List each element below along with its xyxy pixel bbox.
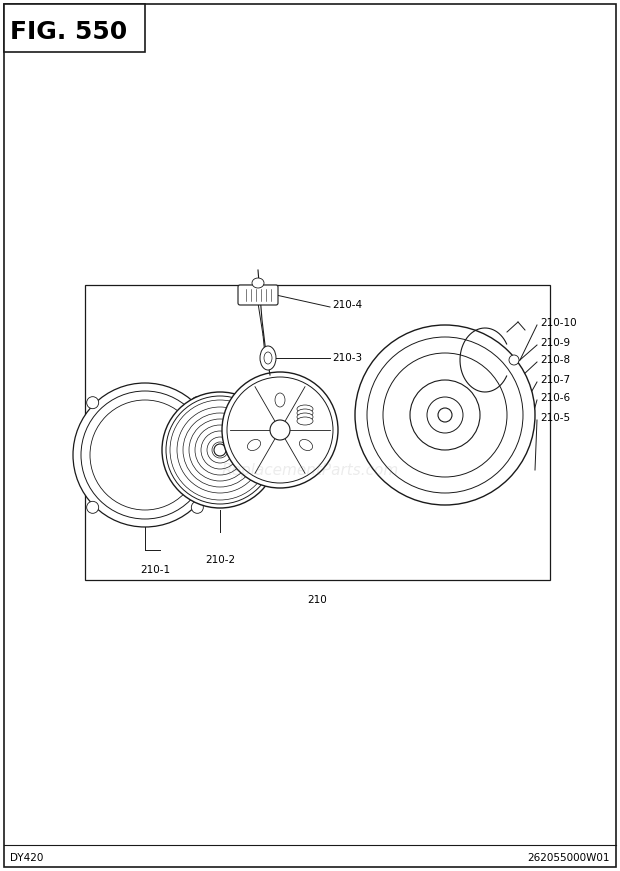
Ellipse shape <box>87 502 99 513</box>
FancyBboxPatch shape <box>238 285 278 305</box>
Ellipse shape <box>264 352 272 364</box>
Ellipse shape <box>227 377 333 483</box>
Ellipse shape <box>427 397 463 433</box>
Ellipse shape <box>383 353 507 477</box>
Ellipse shape <box>252 278 264 288</box>
Ellipse shape <box>438 408 452 422</box>
Ellipse shape <box>247 440 260 450</box>
Text: FIG. 550: FIG. 550 <box>10 20 127 44</box>
Ellipse shape <box>90 400 200 510</box>
Ellipse shape <box>297 413 313 421</box>
Text: 210: 210 <box>308 595 327 605</box>
Ellipse shape <box>162 392 278 508</box>
Ellipse shape <box>297 417 313 425</box>
Bar <box>4 4 145 52</box>
Ellipse shape <box>270 420 290 440</box>
Ellipse shape <box>192 396 203 408</box>
Ellipse shape <box>355 325 535 505</box>
Ellipse shape <box>87 396 99 408</box>
Ellipse shape <box>410 380 480 450</box>
Ellipse shape <box>214 444 226 456</box>
Text: 210-8: 210-8 <box>540 355 570 365</box>
Ellipse shape <box>81 391 209 519</box>
Ellipse shape <box>299 440 312 450</box>
Text: 210-1: 210-1 <box>140 565 170 575</box>
Text: 210-9: 210-9 <box>540 338 570 348</box>
Ellipse shape <box>222 372 338 488</box>
Text: 210-10: 210-10 <box>540 318 577 328</box>
Text: 210-5: 210-5 <box>540 413 570 423</box>
Text: 210-3: 210-3 <box>332 353 362 363</box>
Text: 210-4: 210-4 <box>332 300 362 310</box>
Text: 262055000W01: 262055000W01 <box>528 853 610 863</box>
Ellipse shape <box>297 405 313 413</box>
Ellipse shape <box>509 355 519 365</box>
Bar <box>85 285 550 580</box>
Ellipse shape <box>260 346 276 370</box>
Text: 210-2: 210-2 <box>205 555 235 565</box>
Text: DY420: DY420 <box>10 853 43 863</box>
Ellipse shape <box>166 396 274 504</box>
Ellipse shape <box>367 337 523 493</box>
Text: 210-7: 210-7 <box>540 375 570 385</box>
Ellipse shape <box>275 393 285 407</box>
Ellipse shape <box>297 409 313 417</box>
Ellipse shape <box>73 383 217 527</box>
Text: 210-6: 210-6 <box>540 393 570 403</box>
Text: ReplacementParts.com: ReplacementParts.com <box>221 463 399 477</box>
Ellipse shape <box>192 502 203 513</box>
